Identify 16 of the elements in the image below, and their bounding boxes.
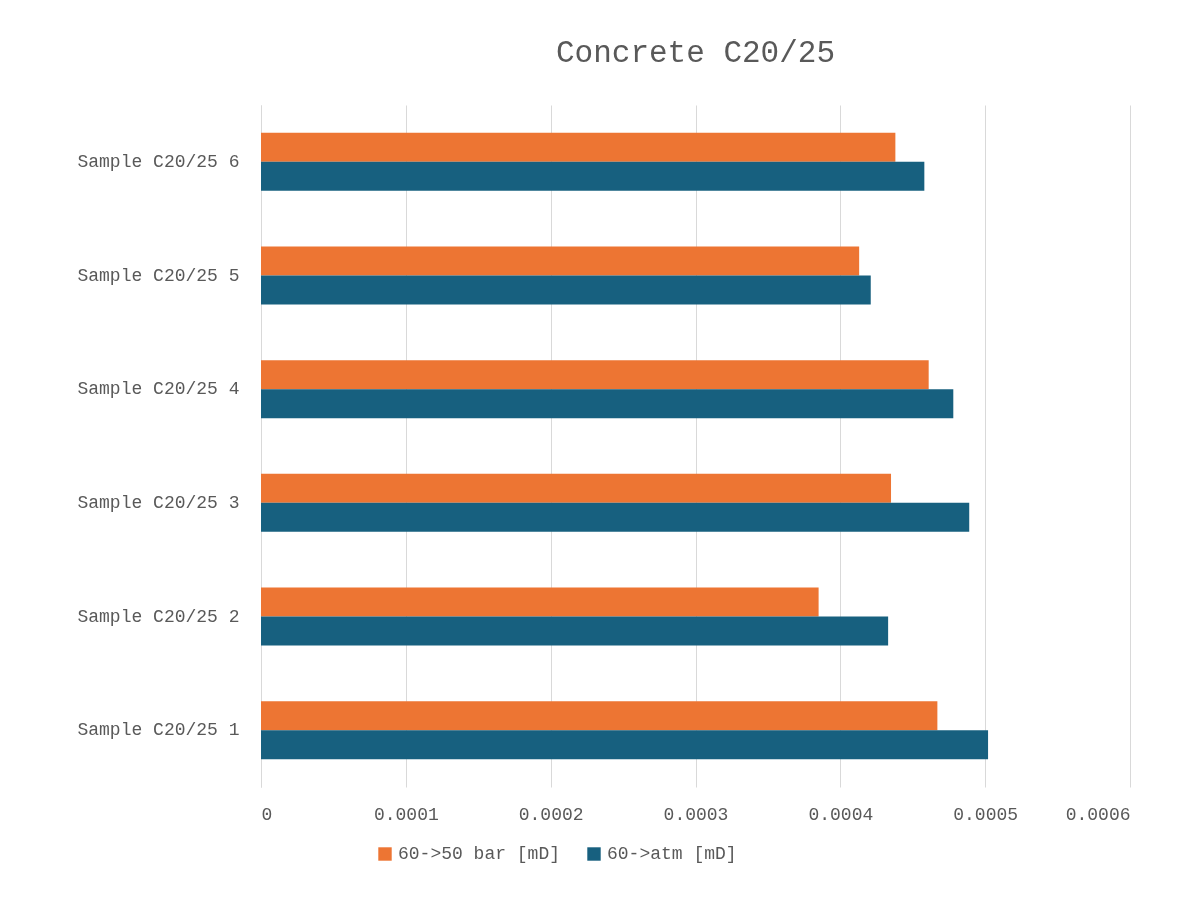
x-tick-label: 0.0004 — [808, 804, 874, 825]
x-tick-label: 0.0003 — [663, 804, 729, 825]
y-tick-label: Sample C20/25 2 — [77, 606, 240, 627]
y-tick-label: Sample C20/25 5 — [77, 265, 240, 286]
x-tick-label: 0.0001 — [373, 804, 439, 825]
y-tick-label: Sample C20/25 6 — [77, 151, 240, 172]
x-tick-label: 0.0005 — [953, 804, 1019, 825]
y-tick-label: Sample C20/25 3 — [77, 492, 240, 513]
y-tick-label: Sample C20/25 4 — [77, 379, 240, 400]
x-tick-label: 0.0002 — [518, 804, 584, 825]
chart-title: Concrete C20/25 — [555, 36, 836, 71]
x-tick-label: 0.0006 — [1065, 804, 1131, 825]
legend-label: 60->50 bar [mD] — [398, 844, 561, 864]
legend-label: 60->atm [mD] — [607, 844, 737, 864]
x-tick-label: 0 — [261, 804, 273, 825]
y-tick-label: Sample C20/25 1 — [77, 720, 240, 741]
